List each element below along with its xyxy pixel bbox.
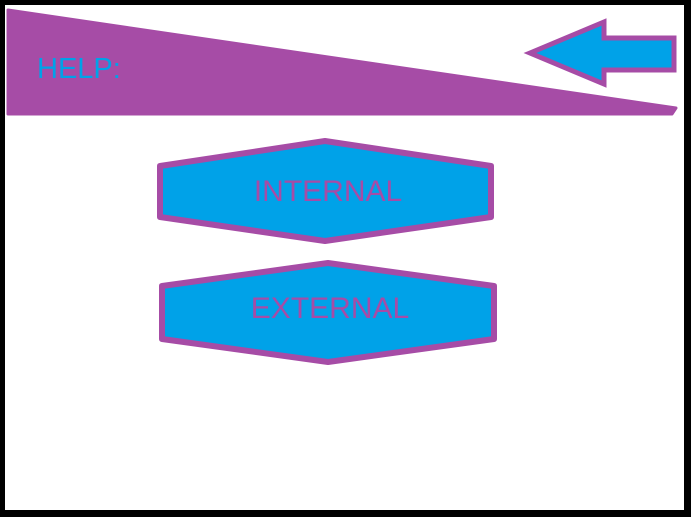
back-button[interactable] [523, 18, 677, 88]
arrow-left-icon [523, 18, 677, 88]
header-banner [6, 8, 678, 116]
internal-button-shape [157, 138, 494, 244]
internal-button[interactable] [157, 138, 494, 244]
page-title: HELP: [37, 53, 121, 85]
external-button-shape [159, 260, 497, 365]
external-button[interactable] [159, 260, 497, 365]
